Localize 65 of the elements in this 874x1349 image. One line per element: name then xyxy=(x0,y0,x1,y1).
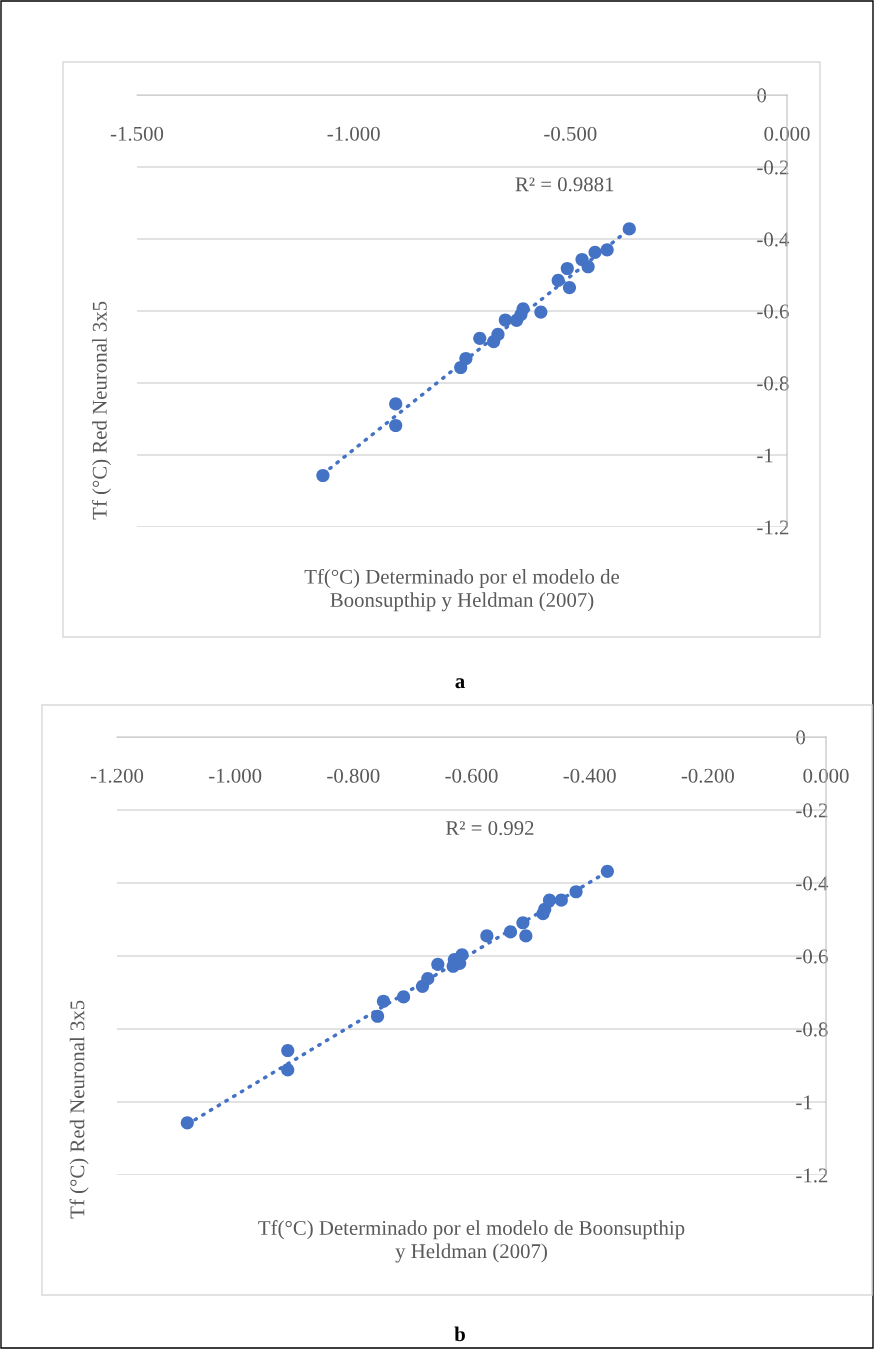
point xyxy=(180,1116,194,1130)
x-axis-title: Tf(°C) Determinado por el modelo de Boonsupthip y Heldman (2007) xyxy=(258,1220,685,1263)
point xyxy=(396,990,411,1004)
point xyxy=(588,245,602,259)
x-tick-label: -0.400 xyxy=(563,768,616,783)
point xyxy=(516,302,530,316)
point xyxy=(473,331,487,345)
y-axis-title: Tf (°C) Red Neuronal 3x5 xyxy=(91,301,111,520)
x-tick-label: -0.600 xyxy=(445,768,498,783)
y-axis-title: Tf (°C) Red Neuronal 3x5 xyxy=(69,1000,89,1219)
text: a xyxy=(455,678,465,689)
y-tick-label: -0.8 xyxy=(757,376,789,391)
y-tick-label: -0.8 xyxy=(796,1022,828,1037)
text: b xyxy=(454,1326,465,1342)
point xyxy=(370,1009,385,1023)
x-axis-title: Tf(°C) Determinado por el modelo de Boonsupthip y Heldman (2007) xyxy=(304,568,620,612)
point xyxy=(562,281,577,295)
x-tick-label: -0.500 xyxy=(544,126,597,141)
point xyxy=(622,222,636,236)
point xyxy=(503,925,518,939)
point xyxy=(431,957,445,971)
y-tick-label: 0 xyxy=(757,88,767,103)
x-tick-label: -1.200 xyxy=(90,768,144,783)
y-tick-label: -1 xyxy=(757,448,773,463)
point xyxy=(316,468,330,483)
y-tick-label: -0.6 xyxy=(757,304,789,319)
x-tick-label: -0.800 xyxy=(327,768,380,783)
y-tick-label: -1.2 xyxy=(757,520,789,535)
point xyxy=(281,1063,295,1077)
y-tick-label: -0.2 xyxy=(796,803,828,818)
point xyxy=(542,893,557,907)
point xyxy=(491,327,505,341)
point xyxy=(519,929,533,943)
point xyxy=(389,397,403,411)
y-tick-label: 0 xyxy=(796,730,806,745)
x-tick-label: 0.000 xyxy=(803,768,849,783)
x-tick-label: -0.200 xyxy=(681,768,734,783)
point xyxy=(551,273,565,287)
point xyxy=(534,305,548,319)
point xyxy=(459,351,473,366)
x-tick-label: 0.000 xyxy=(764,126,810,141)
y-tick-label: -1 xyxy=(796,1095,812,1110)
point xyxy=(600,243,614,257)
y-tick-label: -1.2 xyxy=(796,1168,828,1183)
point xyxy=(421,972,435,986)
point xyxy=(480,929,494,943)
point xyxy=(281,1043,295,1058)
point xyxy=(376,994,391,1008)
point xyxy=(569,885,583,899)
x-tick-label: -1.000 xyxy=(209,768,262,783)
point xyxy=(600,864,614,878)
point xyxy=(498,313,512,327)
point xyxy=(516,916,530,930)
point xyxy=(581,260,595,274)
y-tick-label: -0.6 xyxy=(796,949,828,964)
point xyxy=(560,261,574,276)
annotation: R² = 0.9881 xyxy=(515,177,614,192)
y-tick-label: -0.2 xyxy=(757,160,789,175)
point xyxy=(389,418,403,433)
annotation: R² = 0.992 xyxy=(445,821,534,836)
y-tick-label: -0.4 xyxy=(757,232,790,247)
point xyxy=(554,893,568,907)
x-tick-label: -1.500 xyxy=(110,126,164,141)
y-tick-label: -0.4 xyxy=(796,876,829,891)
x-tick-label: -1.000 xyxy=(327,126,380,141)
